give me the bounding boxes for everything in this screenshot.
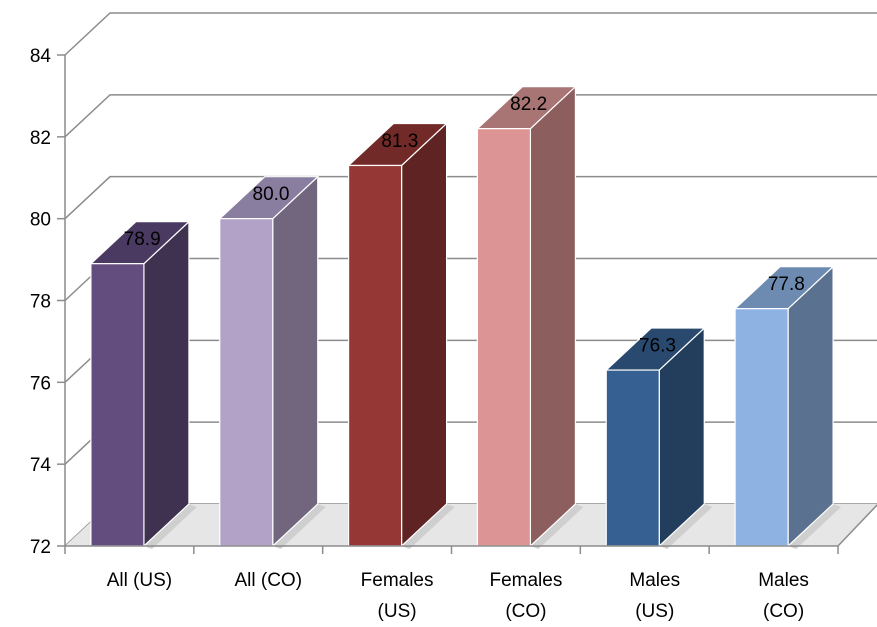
data-label: 81.3 bbox=[381, 131, 418, 152]
bar bbox=[218, 175, 326, 549]
gridline bbox=[64, 12, 877, 56]
y-tick-label: 72 bbox=[30, 537, 51, 558]
category-label: (US) bbox=[378, 601, 417, 622]
bar-shadow bbox=[272, 504, 326, 549]
y-tick-label: 82 bbox=[30, 128, 51, 149]
data-label: 76.3 bbox=[639, 335, 676, 356]
bar-front bbox=[734, 308, 789, 547]
bar-shadow bbox=[401, 504, 455, 549]
bar bbox=[347, 122, 455, 549]
category-label: Males bbox=[629, 570, 680, 591]
bar-front bbox=[90, 263, 145, 547]
y-tick-label: 76 bbox=[30, 373, 51, 394]
bar-shadow bbox=[788, 504, 842, 549]
bar bbox=[89, 220, 197, 549]
floor-edge bbox=[837, 503, 877, 547]
y-tick-label: 80 bbox=[30, 210, 51, 231]
category-label: (CO) bbox=[505, 601, 546, 622]
gridline bbox=[64, 94, 877, 138]
bar bbox=[475, 85, 584, 549]
axes bbox=[57, 54, 877, 554]
category-label: (CO) bbox=[763, 601, 804, 622]
bar-side bbox=[787, 265, 834, 548]
category-label: All (US) bbox=[107, 570, 172, 591]
gridline bbox=[64, 175, 877, 220]
bar-side bbox=[143, 220, 190, 548]
data-label: 82.2 bbox=[510, 94, 547, 115]
data-label: 80.0 bbox=[253, 184, 290, 205]
bar bbox=[733, 265, 842, 549]
bar-side bbox=[272, 175, 319, 548]
bar bbox=[604, 326, 713, 549]
bar-shadow bbox=[659, 504, 713, 549]
data-label: 78.9 bbox=[124, 229, 161, 250]
bar-shadow bbox=[530, 504, 584, 549]
y-tick-label: 78 bbox=[30, 292, 51, 313]
bar-front bbox=[605, 369, 660, 547]
category-label: Females bbox=[361, 570, 434, 591]
category-label: Females bbox=[489, 570, 562, 591]
bar-front bbox=[347, 164, 403, 547]
category-label: All (CO) bbox=[234, 570, 302, 591]
data-label: 77.8 bbox=[768, 274, 805, 295]
bar-side bbox=[529, 85, 577, 548]
y-tick-label: 84 bbox=[30, 46, 52, 67]
y-tick-label: 74 bbox=[30, 455, 52, 476]
bar-front bbox=[476, 128, 532, 547]
bar-shadow bbox=[143, 504, 197, 549]
bar-side bbox=[400, 122, 448, 548]
category-label: (US) bbox=[635, 601, 674, 622]
bar-front bbox=[219, 218, 274, 547]
labels: 78.9 All (US) 80.0 All (CO) 81.3 Females (US) 8… bbox=[30, 46, 809, 622]
category-label: Males bbox=[758, 570, 809, 591]
bars bbox=[89, 85, 842, 549]
